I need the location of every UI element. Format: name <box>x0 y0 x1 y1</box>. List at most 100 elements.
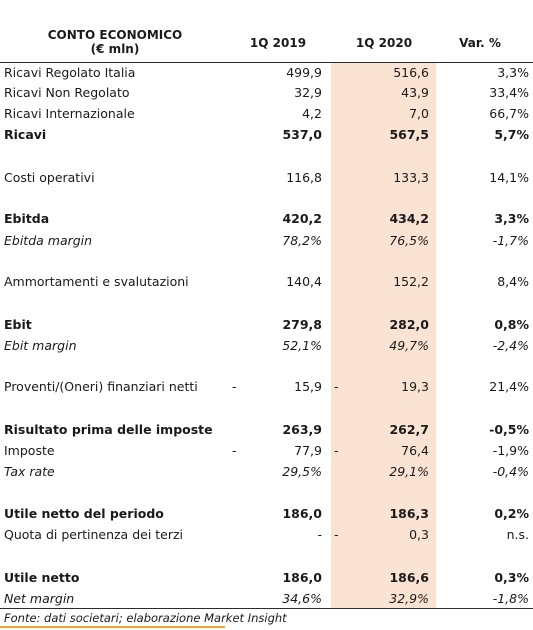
highlight-column-1q2020 <box>331 63 436 609</box>
value-1q2019: 499,9 <box>286 65 322 80</box>
minus-sign-1q2020: - <box>334 443 339 458</box>
table-row: Ricavi Regolato Italia 499,9 516,6 3,3% <box>0 64 533 82</box>
value-1q2020: 76,4 <box>401 443 429 458</box>
value-1q2020: 186,3 <box>389 506 429 521</box>
value-1q2019: 29,5% <box>282 464 322 479</box>
value-1q2019: 4,2 <box>302 106 322 121</box>
table-row: Proventi/(Oneri) finanziari netti - 15,9… <box>0 378 533 396</box>
table-row: Risultato prima delle imposte 263,9 262,… <box>0 421 533 439</box>
value-1q2019: 279,8 <box>282 317 322 332</box>
row-label: Ebitda margin <box>4 233 93 248</box>
value-1q2019: 34,6% <box>282 591 322 606</box>
table-row: Ebit margin 52,1% 49,7% -2,4% <box>0 337 533 355</box>
column-header-1q2020: 1Q 2020 <box>355 36 413 50</box>
value-1q2020: 282,0 <box>389 317 429 332</box>
row-label: Proventi/(Oneri) finanziari netti <box>4 379 198 394</box>
row-label: Costi operativi <box>4 170 95 185</box>
minus-sign-1q2020: - <box>334 527 339 542</box>
table-row: Quota di pertinenza dei terzi - - 0,3 n.… <box>0 526 533 544</box>
value-1q2020: 7,0 <box>409 106 429 121</box>
row-label: Ricavi Non Regolato <box>4 85 130 100</box>
value-1q2019: 186,0 <box>282 506 322 521</box>
value-1q2020: 516,6 <box>393 65 429 80</box>
value-var: 14,1% <box>489 170 529 185</box>
value-1q2019: 52,1% <box>282 338 322 353</box>
row-label: Tax rate <box>4 464 55 479</box>
row-label: Ricavi <box>4 127 47 142</box>
table-row: Ebitda margin 78,2% 76,5% -1,7% <box>0 232 533 250</box>
table-title-line1: CONTO ECONOMICO <box>47 28 183 42</box>
header-divider <box>0 62 533 63</box>
value-var: -1,7% <box>492 233 529 248</box>
table-row: Net margin 34,6% 32,9% -1,8% <box>0 590 533 608</box>
value-1q2019: - <box>317 527 322 542</box>
source-underline <box>0 626 225 628</box>
row-label: Ammortamenti e svalutazioni <box>4 274 189 289</box>
footer-divider <box>0 608 533 609</box>
row-label: Quota di pertinenza dei terzi <box>4 527 184 542</box>
value-1q2020: 32,9% <box>389 591 429 606</box>
row-label: Ricavi Internazionale <box>4 106 135 121</box>
table-row: Ammortamenti e svalutazioni 140,4 152,2 … <box>0 273 533 291</box>
value-var: 0,8% <box>494 317 529 332</box>
row-label: Imposte <box>4 443 55 458</box>
value-1q2020: 567,5 <box>389 127 429 142</box>
source-note: Fonte: dati societari; elaborazione Mark… <box>4 611 287 625</box>
table-row: Ricavi Non Regolato 32,9 43,9 33,4% <box>0 84 533 102</box>
value-1q2020: 43,9 <box>401 85 429 100</box>
row-label: Utile netto del periodo <box>4 506 164 521</box>
value-var: -1,8% <box>492 591 529 606</box>
value-var: -0,4% <box>492 464 529 479</box>
table-row: Ebitda 420,2 434,2 3,3% <box>0 210 533 228</box>
value-1q2020: 19,3 <box>401 379 429 394</box>
table-row: Utile netto 186,0 186,6 0,3% <box>0 569 533 587</box>
table-row: Costi operativi 116,8 133,3 14,1% <box>0 169 533 187</box>
row-label: Ebitda <box>4 211 50 226</box>
value-1q2019: 186,0 <box>282 570 322 585</box>
value-var: -2,4% <box>492 338 529 353</box>
minus-sign-1q2020: - <box>334 379 339 394</box>
value-var: 21,4% <box>489 379 529 394</box>
table-row: Ricavi 537,0 567,5 5,7% <box>0 126 533 144</box>
value-1q2019: 116,8 <box>286 170 322 185</box>
value-1q2019: 420,2 <box>282 211 322 226</box>
value-1q2019: 15,9 <box>294 379 322 394</box>
value-1q2019: 77,9 <box>294 443 322 458</box>
value-var: -1,9% <box>492 443 529 458</box>
value-1q2019: 263,9 <box>282 422 322 437</box>
table-row: Tax rate 29,5% 29,1% -0,4% <box>0 463 533 481</box>
value-var: -0,5% <box>489 422 529 437</box>
value-var: 66,7% <box>489 106 529 121</box>
value-1q2020: 133,3 <box>393 170 429 185</box>
value-1q2020: 49,7% <box>389 338 429 353</box>
value-1q2020: 186,6 <box>389 570 429 585</box>
table-title: CONTO ECONOMICO (€ mln) <box>30 28 200 56</box>
table-row: Ebit 279,8 282,0 0,8% <box>0 316 533 334</box>
value-var: n.s. <box>506 527 529 542</box>
table-row: Utile netto del periodo 186,0 186,3 0,2% <box>0 505 533 523</box>
value-1q2019: 140,4 <box>286 274 322 289</box>
value-var: 0,2% <box>494 506 529 521</box>
minus-sign-1q2019: - <box>232 379 237 394</box>
value-1q2020: 0,3 <box>409 527 429 542</box>
row-label: Ricavi Regolato Italia <box>4 65 136 80</box>
value-1q2020: 76,5% <box>389 233 429 248</box>
row-label: Utile netto <box>4 570 80 585</box>
table-row: Imposte - 77,9 - 76,4 -1,9% <box>0 442 533 460</box>
value-var: 0,3% <box>494 570 529 585</box>
minus-sign-1q2019: - <box>232 443 237 458</box>
table-title-line2: (€ mln) <box>90 42 140 56</box>
value-1q2019: 78,2% <box>282 233 322 248</box>
table-row: Ricavi Internazionale 4,2 7,0 66,7% <box>0 105 533 123</box>
value-1q2019: 32,9 <box>294 85 322 100</box>
value-1q2020: 262,7 <box>389 422 429 437</box>
value-var: 3,3% <box>497 65 529 80</box>
value-var: 3,3% <box>494 211 529 226</box>
row-label: Net margin <box>4 591 75 606</box>
value-1q2020: 152,2 <box>393 274 429 289</box>
value-1q2020: 434,2 <box>389 211 429 226</box>
column-header-1q2019: 1Q 2019 <box>249 36 307 50</box>
value-var: 5,7% <box>494 127 529 142</box>
value-1q2019: 537,0 <box>282 127 322 142</box>
